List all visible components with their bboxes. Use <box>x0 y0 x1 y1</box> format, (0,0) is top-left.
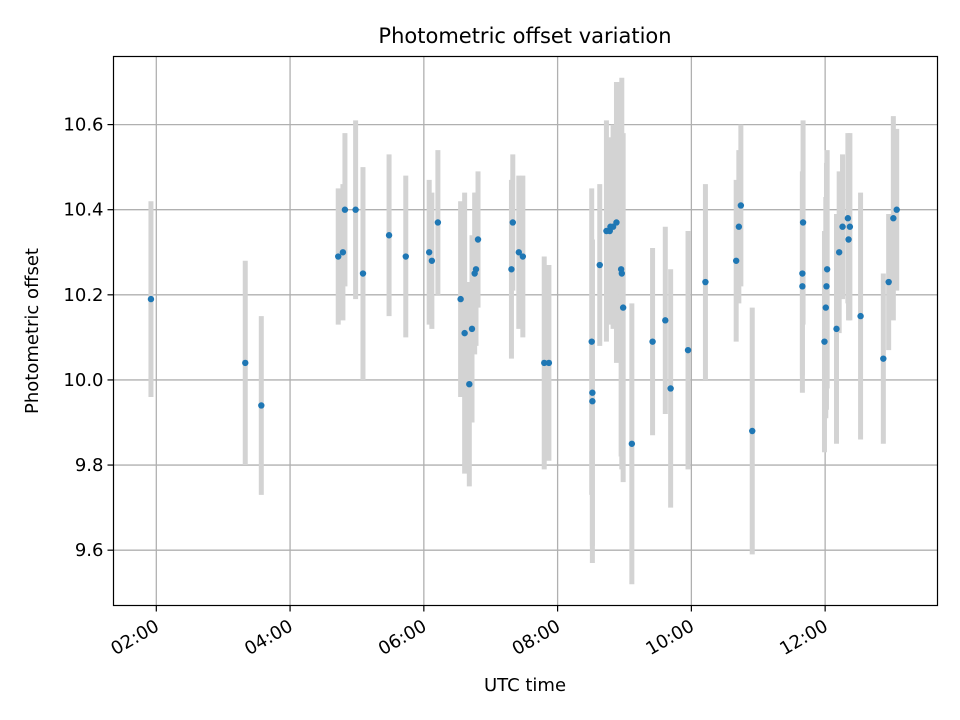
data-point <box>880 355 887 362</box>
chart-title: Photometric offset variation <box>378 24 671 48</box>
data-point <box>628 440 636 447</box>
data-point <box>835 249 843 256</box>
data-point <box>588 338 595 345</box>
data-point <box>857 312 864 320</box>
data-point <box>335 253 342 260</box>
data-point <box>799 283 806 290</box>
y-axis-label: Photometric offset <box>22 248 43 414</box>
data-point <box>833 325 840 333</box>
y-tick-label: 10.0 <box>63 370 103 391</box>
data-point <box>596 261 603 269</box>
data-point <box>893 206 900 213</box>
data-point <box>618 270 626 277</box>
data-points <box>147 202 900 447</box>
data-point <box>425 249 433 256</box>
data-point <box>619 304 627 311</box>
data-point <box>839 223 846 230</box>
data-point <box>799 219 807 226</box>
data-point <box>352 206 359 213</box>
data-point <box>428 257 436 264</box>
data-point <box>359 270 367 277</box>
data-point <box>823 266 831 273</box>
data-point <box>147 295 155 303</box>
y-tick-label: 9.8 <box>75 455 104 476</box>
data-point <box>702 278 709 286</box>
data-point <box>242 359 249 367</box>
data-point <box>545 359 553 367</box>
data-point <box>589 398 596 405</box>
data-point <box>341 206 349 213</box>
data-point <box>589 389 596 396</box>
data-point <box>822 304 830 311</box>
data-point <box>434 219 442 226</box>
data-point <box>402 253 409 260</box>
data-point <box>667 385 674 392</box>
data-point <box>885 278 892 286</box>
data-point <box>613 219 620 226</box>
data-point <box>509 219 516 226</box>
data-point <box>649 338 656 345</box>
data-point <box>457 295 464 303</box>
data-point <box>662 317 669 324</box>
data-point <box>735 223 743 230</box>
y-tick-label: 10.4 <box>63 200 103 221</box>
data-point <box>846 223 854 230</box>
data-point <box>258 402 265 409</box>
data-point <box>749 427 756 435</box>
data-point <box>472 266 480 273</box>
plot-frame <box>112 55 939 607</box>
data-point <box>385 232 393 239</box>
y-tick-label: 9.6 <box>75 540 104 561</box>
data-point <box>541 359 548 367</box>
data-point <box>799 270 806 277</box>
data-point <box>821 338 828 345</box>
data-point <box>519 253 527 260</box>
data-point <box>732 257 740 264</box>
data-point <box>466 380 473 388</box>
data-point <box>339 249 347 256</box>
x-axis-label: UTC time <box>484 675 566 696</box>
data-point <box>684 346 692 354</box>
data-point <box>508 266 515 273</box>
data-point <box>823 283 830 290</box>
y-axis-ticks: 9.6 9.8 10.0 10.2 10.4 10.6 <box>63 115 114 561</box>
data-point <box>468 325 476 333</box>
data-point <box>844 215 852 222</box>
data-point <box>890 215 897 222</box>
data-point <box>515 249 523 256</box>
data-point <box>737 202 745 209</box>
y-tick-label: 10.2 <box>63 285 103 306</box>
data-point <box>461 329 468 337</box>
y-tick-label: 10.6 <box>63 115 103 136</box>
data-point <box>845 236 852 243</box>
data-point <box>474 236 482 243</box>
